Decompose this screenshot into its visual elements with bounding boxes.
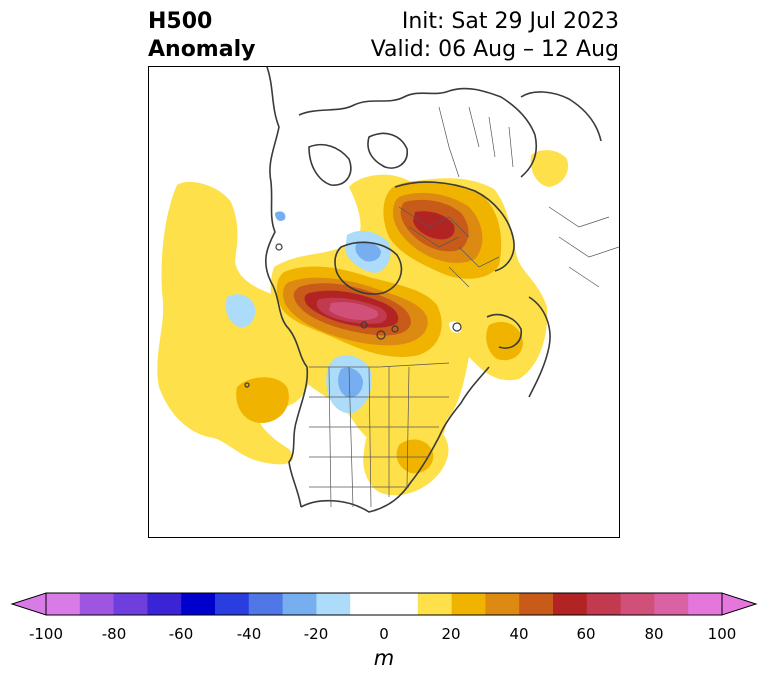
anomaly-70-80: [329, 302, 379, 320]
colorbar-bin: [79, 593, 115, 615]
colorbar-bin: [316, 593, 351, 615]
colorbar-bin: [113, 593, 148, 615]
colorbar-bin: [688, 593, 723, 615]
negative-anomaly-shading: [225, 211, 391, 414]
colorbar-bin: [248, 593, 284, 615]
colorbar-bin: [350, 593, 419, 615]
colorbar-tick: 40: [509, 625, 529, 643]
colorbar-tick: 100: [707, 625, 737, 643]
colorbar-tick: 60: [576, 625, 596, 643]
borders: [309, 106, 619, 508]
colorbar-bin: [215, 593, 250, 615]
colorbar-unit: m: [373, 646, 395, 670]
islands: [244, 243, 462, 388]
colorbar-tick: 0: [379, 625, 389, 643]
colorbar-under-arrow: [10, 592, 47, 616]
title-field: Anomaly: [148, 37, 256, 62]
colorbar-bin: [147, 593, 182, 615]
colorbar-tick: 20: [441, 625, 461, 643]
anomaly-map: [148, 66, 620, 538]
colorbar-bin: [553, 593, 588, 615]
colorbar-tick: -80: [101, 625, 127, 643]
colorbar-bin: [282, 593, 317, 615]
neutral-gaps: [149, 289, 462, 333]
colorbar-bin: [586, 593, 622, 615]
colorbar-tick: -20: [303, 625, 329, 643]
valid-period: Valid: 06 Aug – 12 Aug: [370, 37, 619, 62]
title-variable: H500: [148, 9, 213, 34]
title-left: H500 Anomaly: [148, 8, 255, 64]
colorbar-bin: [654, 593, 689, 615]
colorbar-over-arrow: [721, 592, 758, 616]
init-time: Init: Sat 29 Jul 2023: [401, 9, 619, 34]
colorbar-tick: -60: [168, 625, 194, 643]
colorbar-bin: [417, 593, 453, 615]
colorbar-tick: 80: [644, 625, 664, 643]
colorbar-tick: -40: [236, 625, 262, 643]
colorbar-bin: [46, 593, 81, 615]
colorbar-bin: [485, 593, 520, 615]
colorbar-bin: [519, 593, 554, 615]
colorbar-bin: [181, 593, 216, 615]
colorbar: [10, 592, 758, 616]
colorbar-frame: [45, 592, 723, 616]
colorbar-bin: [451, 593, 486, 615]
title-right: Init: Sat 29 Jul 2023 Valid: 06 Aug – 12…: [371, 8, 619, 64]
colorbar-bin: [620, 593, 655, 615]
colorbar-tick: -100: [28, 625, 64, 643]
coastlines: [264, 67, 602, 513]
